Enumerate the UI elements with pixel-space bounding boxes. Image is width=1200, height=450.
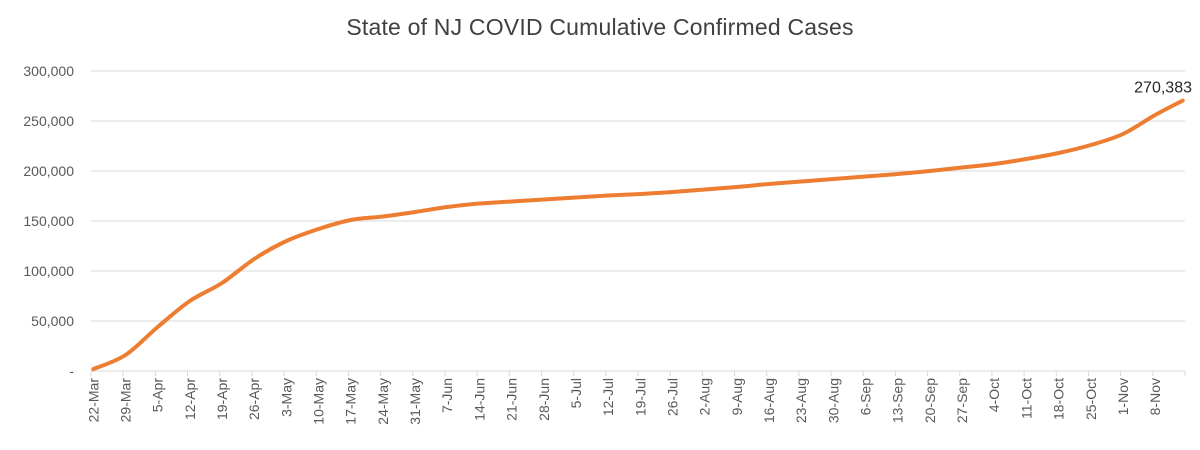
x-axis-tick-label: 14-Jun [471, 378, 487, 421]
x-axis-tick-label: 29-Mar [117, 378, 133, 423]
y-axis-tick-label: 150,000 [23, 213, 74, 229]
x-axis-tick-label: 1-Nov [1115, 378, 1131, 415]
end-value-label: 270,383 [1134, 80, 1192, 97]
x-axis-tick-label: 30-Aug [825, 378, 841, 423]
x-axis-tick-label: 3-May [278, 378, 294, 417]
x-axis-tick-label: 17-May [343, 378, 359, 425]
x-axis-tick-label: 18-Oct [1051, 378, 1067, 420]
x-axis-tick-label: 22-Mar [85, 378, 101, 423]
x-axis-tick-label: 28-Jun [536, 378, 552, 421]
y-axis-tick-label: 100,000 [23, 263, 74, 279]
x-axis-tick-label: 8-Nov [1147, 378, 1163, 415]
x-axis-tick-label: 12-Jul [600, 378, 616, 416]
chart-title: State of NJ COVID Cumulative Confirmed C… [346, 14, 854, 40]
x-axis-tick-label: 20-Sep [922, 378, 938, 423]
y-axis-tick-label: 300,000 [23, 63, 74, 79]
x-axis-tick-label: 9-Aug [729, 378, 745, 415]
x-axis-tick-label: 16-Aug [761, 378, 777, 423]
x-axis-tick-label: 25-Oct [1083, 378, 1099, 420]
x-axis-tick-label: 2-Aug [697, 378, 713, 415]
y-axis-tick-label: 200,000 [23, 163, 74, 179]
x-axis-tick-label: 12-Apr [182, 378, 198, 420]
y-axis-tick-label: 50,000 [31, 313, 74, 329]
x-axis-tick-label: 26-Apr [246, 378, 262, 420]
x-axis-tick-label: 11-Oct [1018, 378, 1034, 419]
x-axis-tick-label: 31-May [407, 378, 423, 425]
x-axis-tick-label: 5-Apr [150, 378, 166, 413]
x-axis-tick-label: 19-Jul [632, 378, 648, 416]
x-axis-tick-label: 10-May [311, 378, 327, 425]
series-line [91, 98, 1185, 372]
x-axis-tick-label: 13-Sep [890, 378, 906, 423]
x-axis-tick-label: 23-Aug [793, 378, 809, 423]
y-axis-tick-label: 250,000 [23, 113, 74, 129]
y-axis-tick-label: - [69, 363, 74, 379]
x-axis-tick-label: 21-Jun [504, 378, 520, 421]
x-axis-tick-label: 26-Jul [664, 378, 680, 416]
x-axis-tick-label: 19-Apr [214, 378, 230, 420]
x-axis-tick-label: 5-Jul [568, 378, 584, 408]
x-axis-tick-label: 6-Sep [858, 378, 874, 416]
x-axis-tick-label: 7-Jun [439, 378, 455, 413]
x-axis-tick-label: 4-Oct [986, 378, 1002, 412]
x-axis-tick-label: 24-May [375, 378, 391, 425]
x-axis-tick-label: 27-Sep [954, 378, 970, 423]
